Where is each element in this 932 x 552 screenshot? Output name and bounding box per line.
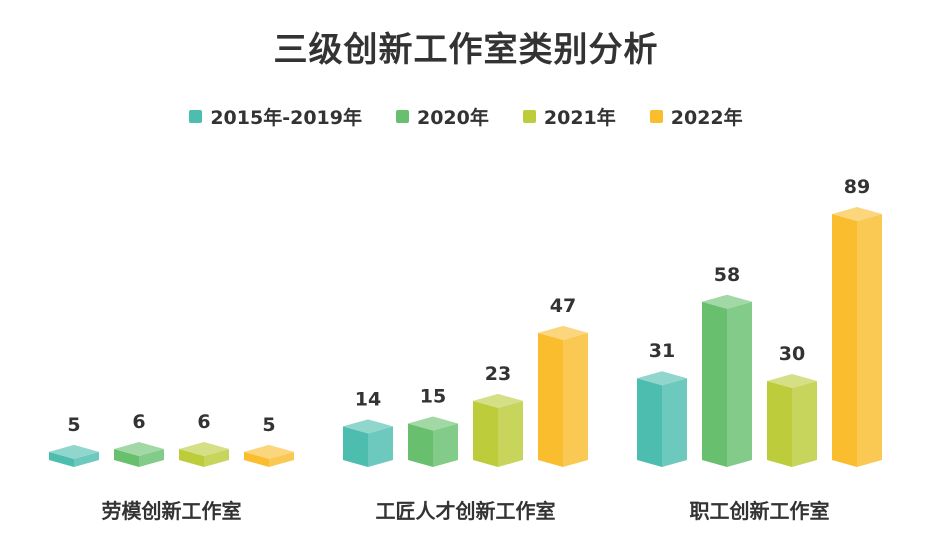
legend-label-series-2: 2021年 [543, 107, 616, 129]
bar-2-2-top-cap [767, 374, 817, 389]
bar-2-0-value-label: 31 [649, 340, 675, 362]
bar-1-0-left-face [343, 426, 368, 467]
bar-2-1-left-face [702, 301, 727, 467]
bar-0-0-top-cap [49, 444, 99, 459]
bar-1-2-value-label: 23 [485, 363, 511, 385]
chart-legend: 2015年-2019年 2020年 2021年 2022年 [0, 103, 932, 130]
bar-2-2-left-face [767, 381, 792, 467]
bar-0-0-value-label: 5 [67, 414, 80, 436]
bar-0-2-top-cap [179, 442, 229, 457]
bar-2-1-value-label: 58 [714, 264, 740, 286]
bar-1-1-top-cap [408, 416, 458, 431]
bar-2-0-top-cap [637, 371, 687, 386]
legend-swatch-series-3 [649, 110, 663, 123]
bar-1-3-left-face [538, 332, 563, 467]
bar-1-2-right-face [498, 400, 523, 467]
bar-0-1-value-label: 6 [132, 411, 145, 433]
legend-label-series-1: 2020年 [416, 107, 489, 129]
bar-2-3-top-cap [832, 207, 882, 221]
legend-item-series-2: 2021年 [522, 103, 616, 130]
bar-2-3-left-face [832, 214, 857, 467]
bar-0-1-top-cap [114, 442, 164, 457]
category-label-2: 职工创新工作室 [690, 499, 830, 523]
legend-swatch-series-2 [522, 110, 536, 123]
bar-1-3-top-cap [538, 325, 588, 340]
legend-item-series-0: 2015年-2019年 [189, 103, 362, 130]
bar-0-2-right-face [204, 449, 229, 467]
bar-0-1-right-face [139, 449, 164, 467]
bar-0-0-left-face [49, 451, 74, 467]
bar-1-0-right-face [368, 426, 393, 467]
bar-0-0-right-face [74, 451, 99, 467]
legend-item-series-1: 2020年 [395, 103, 489, 130]
legend-label-series-3: 2022年 [670, 107, 743, 129]
bar-2-0-left-face [637, 378, 662, 467]
legend-label-series-0: 2015年-2019年 [210, 107, 362, 129]
legend-swatch-series-0 [189, 110, 203, 123]
bar-0-3-top-cap [244, 444, 294, 459]
bar-1-2-top-cap [473, 393, 523, 408]
bar-1-0-value-label: 14 [355, 388, 381, 410]
bar-1-2-left-face [473, 400, 498, 467]
bar-1-1-value-label: 15 [420, 386, 446, 408]
bar-0-3-right-face [269, 451, 294, 467]
chart-title: 三级创新工作室类别分析 [273, 30, 659, 70]
category-label-1: 工匠人才创新工作室 [376, 499, 556, 523]
bar-0-2-left-face [179, 449, 204, 467]
bar-2-0-right-face [662, 378, 687, 467]
bar-0-3-left-face [244, 451, 269, 467]
category-label-0: 劳模创新工作室 [102, 499, 242, 523]
bar-0-3-value-label: 5 [262, 414, 275, 436]
bar-0-2-value-label: 6 [197, 411, 210, 433]
bar-2-2-value-label: 30 [779, 343, 805, 365]
bar-1-0-top-cap [343, 419, 393, 434]
legend-item-series-3: 2022年 [649, 103, 743, 130]
bar-1-1-right-face [433, 423, 458, 467]
bar-2-1-right-face [727, 301, 752, 467]
bar-1-3-right-face [563, 332, 588, 467]
legend-swatch-series-1 [395, 110, 409, 123]
bar-2-3-right-face [857, 214, 882, 467]
bar-2-2-right-face [792, 381, 817, 467]
bar-1-3-value-label: 47 [550, 295, 576, 317]
bar-2-3-value-label: 89 [844, 176, 870, 198]
bar-2-1-top-cap [702, 294, 752, 309]
bar-1-1-left-face [408, 423, 433, 467]
bar-0-1-left-face [114, 449, 139, 467]
